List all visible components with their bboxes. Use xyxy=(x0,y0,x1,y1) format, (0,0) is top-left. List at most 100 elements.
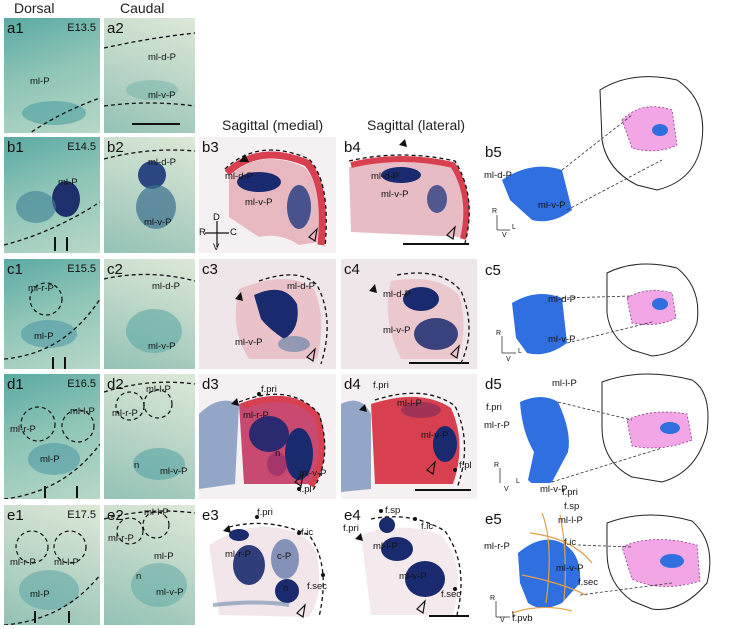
label-ml-v-p: ml-v-P xyxy=(548,334,576,345)
marker-tick xyxy=(54,237,56,251)
axis-c: C xyxy=(230,227,237,238)
panel-label: d5 xyxy=(485,376,502,393)
label-f-pri: f.pri xyxy=(562,487,578,498)
header-sagittal-lateral: Sagittal (lateral) xyxy=(367,117,466,133)
panel-e3: e3 f.pri f.ic ml-r-P c-P n f.sec xyxy=(199,505,336,625)
panel-b2-image xyxy=(104,149,195,229)
panel-e1-image xyxy=(4,530,100,625)
label-f-sec: f.sec xyxy=(441,589,462,600)
axis-v: V xyxy=(500,617,505,624)
label-ml-v-p: ml-v-P xyxy=(421,430,449,441)
panel-b3-image xyxy=(205,149,327,248)
panel-label: d2 xyxy=(107,376,124,393)
label-ml-d-p: ml-d-P xyxy=(152,281,180,292)
panel-label: b5 xyxy=(485,144,502,161)
label-ml-d-p: ml-d-P xyxy=(148,52,176,63)
axis-r: R xyxy=(492,208,498,215)
scale-bar xyxy=(429,615,469,617)
panel-c3: c3 ml-d-P ml-v-P xyxy=(199,259,336,369)
label-ml-d-p: ml-d-P xyxy=(484,170,512,181)
panel-label: d3 xyxy=(202,376,219,393)
axis-r: R xyxy=(494,462,500,469)
panel-d3: d3 f.pri ml-r-P n ml-v-P f.pl xyxy=(199,374,336,499)
scale-bar xyxy=(403,243,469,245)
panel-a2: a2 ml-d-P ml-v-P xyxy=(104,18,195,133)
label-ml-d-p: ml-d-P xyxy=(383,289,411,300)
panel-a1: a1 E13.5 ml-P xyxy=(4,18,100,133)
label-ml-d-p: ml-d-P xyxy=(148,157,176,168)
marker-tick xyxy=(76,486,78,498)
panel-c5: c5 ml-d-P ml-v-P R L V xyxy=(482,258,738,370)
panel-a1-image xyxy=(22,97,100,133)
panel-b1-image xyxy=(4,181,100,246)
axis-r: R xyxy=(496,330,502,337)
panel-c3-image xyxy=(235,274,328,365)
marker-tick xyxy=(52,357,54,369)
panel-d4: d4 f.pri ml-l-P ml-v-P f.pl xyxy=(341,374,477,499)
label-n: n xyxy=(283,583,289,594)
scale-bar xyxy=(409,362,469,364)
header-caudal: Caudal xyxy=(120,0,165,16)
label-ml-l-p: ml-l-P xyxy=(54,557,79,568)
label-ml-r-p: ml-r-P xyxy=(243,410,269,421)
label-f-sec: f.sec xyxy=(307,581,328,592)
label-ml-l-p: ml-l-P xyxy=(144,507,169,518)
panel-d1-image xyxy=(4,406,100,499)
panel-c1-image xyxy=(4,282,100,360)
axis-l: L xyxy=(512,224,516,231)
panel-label: c2 xyxy=(107,261,123,278)
stage-label: E13.5 xyxy=(67,22,96,34)
panel-b5: b5 ml-d-P ml-v-P R L V xyxy=(482,60,738,255)
stage-label: E17.5 xyxy=(67,509,96,521)
axis-v: V xyxy=(213,242,220,253)
axis-r: R xyxy=(490,595,496,602)
axis-l: L xyxy=(512,611,516,618)
panel-label: a1 xyxy=(7,20,24,37)
panel-c5-image xyxy=(501,263,699,357)
scale-bar xyxy=(132,123,180,125)
axis-d: D xyxy=(213,212,220,223)
label-ml-v-p: ml-v-P xyxy=(144,217,172,228)
panel-e3-image xyxy=(209,515,325,619)
label-f-pl: f.pl xyxy=(299,484,312,495)
panel-label: c5 xyxy=(485,262,501,279)
marker-tick xyxy=(34,611,36,623)
axis-l: L xyxy=(516,478,520,485)
label-f-pvb: f.pvb xyxy=(512,613,533,624)
panel-d3-image xyxy=(199,392,326,491)
panel-e4: e4 f.sp f.pri f.ic ml-l-P ml-v-P f.sec xyxy=(341,505,477,625)
panel-label: d1 xyxy=(7,376,24,393)
marker-tick xyxy=(68,611,70,623)
label-ml-r-p: ml-r-P xyxy=(10,424,36,435)
label-ml-d-p: ml-d-P xyxy=(548,294,576,305)
stage-label: E14.5 xyxy=(67,141,96,153)
panel-label: c4 xyxy=(344,261,360,278)
label-ml-r-p: ml-r-P xyxy=(484,420,510,431)
panel-d2: d2 ml-l-P ml-r-P n ml-v-P xyxy=(104,374,195,499)
panel-label: c3 xyxy=(202,261,218,278)
panel-d2-image xyxy=(104,381,195,480)
label-ml-v-p: ml-v-P xyxy=(383,325,411,336)
panel-e2: e2 ml-l-P ml-r-P ml-P n ml-v-P xyxy=(104,505,195,625)
panel-c2: c2 ml-d-P ml-v-P xyxy=(104,259,195,369)
label-ml-v-p: ml-v-P xyxy=(148,90,176,101)
panel-c1: c1 E15.5 ml-r-P ml-P xyxy=(4,259,100,369)
label-ml-d-p: ml-d-P xyxy=(225,171,253,182)
label-n: n xyxy=(136,571,142,582)
stage-label: E15.5 xyxy=(67,263,96,275)
label-f-ic: f.ic xyxy=(564,537,577,548)
scale-bar xyxy=(415,489,471,491)
label-f-ic: f.ic xyxy=(421,521,434,532)
panel-label: b3 xyxy=(202,139,219,156)
label-ml-d-p: ml-d-P xyxy=(371,171,399,182)
label-ml-r-p: ml-r-P xyxy=(112,408,138,419)
label-ml-l-p: ml-l-P xyxy=(70,406,95,417)
label-n: n xyxy=(275,448,281,459)
label-ml-v-p: ml-v-P xyxy=(156,587,184,598)
panel-e5-image xyxy=(495,512,711,618)
axis-v: V xyxy=(504,486,509,493)
label-ml-p: ml-P xyxy=(154,551,174,562)
label-ml-r-p: ml-r-P xyxy=(108,533,134,544)
panel-c2-image xyxy=(104,273,195,353)
panel-label: e3 xyxy=(202,507,219,524)
